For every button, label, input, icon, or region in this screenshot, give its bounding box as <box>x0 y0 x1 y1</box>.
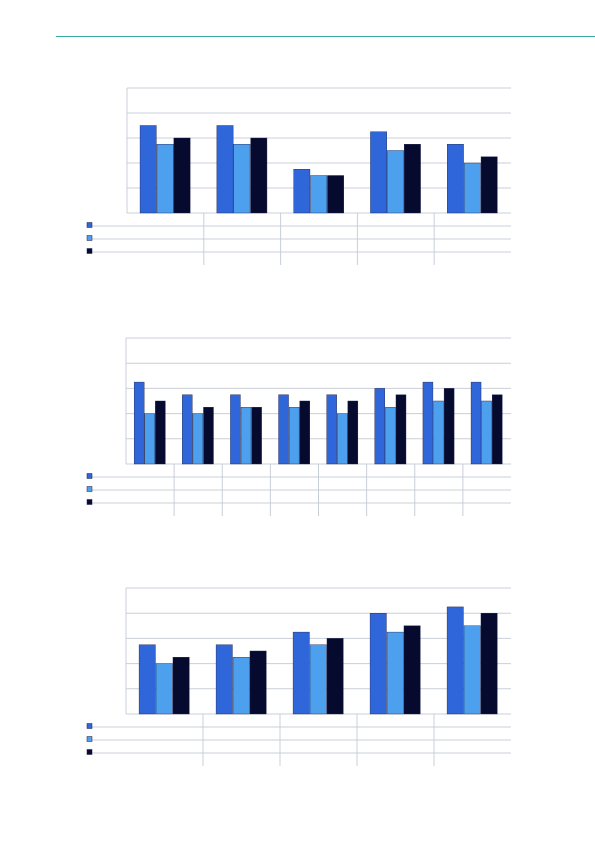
bar-s2-c1 <box>156 144 174 214</box>
bar-s1-c4 <box>370 131 387 214</box>
bar-s3-c4 <box>299 400 310 465</box>
bar-s3-c5 <box>480 613 498 715</box>
bar-s1-c2 <box>215 644 233 715</box>
bar-s3-c4 <box>403 625 421 715</box>
bar-s1-c8 <box>470 381 482 465</box>
legend-key-s1 <box>86 473 93 479</box>
bar-s2-c5 <box>463 162 481 214</box>
bar-s2-c7 <box>433 400 444 465</box>
bar-s3-c1 <box>173 137 191 214</box>
bar-s3-c5 <box>480 156 498 214</box>
legend-key-s2 <box>86 235 93 241</box>
legend-key-s3 <box>86 499 93 505</box>
legend-key-s1 <box>86 723 93 729</box>
bar-s1-c1 <box>139 125 157 214</box>
bar-s2-c1 <box>155 663 173 715</box>
bar-s1-c4 <box>278 394 289 465</box>
bar-s1-c3 <box>293 169 311 214</box>
bar-s3-c7 <box>443 388 455 465</box>
legend-key-s2 <box>86 736 93 742</box>
bar-s2-c8 <box>481 400 492 465</box>
bar-s3-c1 <box>172 657 190 715</box>
bar-s3-c3 <box>326 638 344 715</box>
bar-s2-c4 <box>288 407 300 465</box>
bar-s3-c2 <box>249 650 267 715</box>
bar-s3-c6 <box>395 394 407 465</box>
bar-s2-c2 <box>233 144 251 214</box>
bar-s2-c5 <box>463 625 481 715</box>
bar-s3-c4 <box>404 144 421 214</box>
bar-s2-c4 <box>387 150 404 214</box>
bar-s1-c4 <box>369 613 387 715</box>
bar-s1-c5 <box>447 144 464 214</box>
bar-s3-c2 <box>203 407 214 465</box>
legend-key-s3 <box>86 248 93 254</box>
bar-s1-c6 <box>374 388 385 465</box>
bar-s3-c5 <box>347 400 359 465</box>
bar-s1-c2 <box>216 125 234 214</box>
bar-s1-c3 <box>230 394 241 465</box>
bar-s1-c5 <box>446 606 464 715</box>
chart-3 <box>86 587 511 766</box>
bar-s1-c1 <box>133 381 145 465</box>
bar-s3-c3 <box>251 407 262 465</box>
bar-s1-c5 <box>326 394 337 465</box>
top-rule <box>56 36 595 37</box>
bar-s2-c3 <box>240 407 252 465</box>
bar-s1-c1 <box>138 644 156 715</box>
bar-s3-c1 <box>155 400 166 465</box>
bar-s2-c1 <box>144 413 155 465</box>
chart-2 <box>86 337 511 516</box>
bar-s1-c3 <box>292 631 310 715</box>
legend-key-s3 <box>86 749 93 755</box>
bar-s3-c2 <box>250 137 268 214</box>
bar-s3-c8 <box>492 394 503 465</box>
bar-s2-c3 <box>310 175 328 214</box>
bar-s1-c2 <box>182 394 193 465</box>
legend-key-s2 <box>86 486 93 492</box>
bar-s2-c2 <box>232 657 250 715</box>
bar-s3-c3 <box>327 175 344 214</box>
bar-s2-c5 <box>337 413 348 465</box>
bar-s2-c2 <box>192 413 204 465</box>
bar-s2-c4 <box>386 631 404 715</box>
legend-key-s1 <box>86 222 93 228</box>
chart-1 <box>86 87 511 265</box>
bar-s2-c6 <box>385 407 396 465</box>
bar-s1-c7 <box>422 381 434 465</box>
bar-s2-c3 <box>309 644 327 715</box>
